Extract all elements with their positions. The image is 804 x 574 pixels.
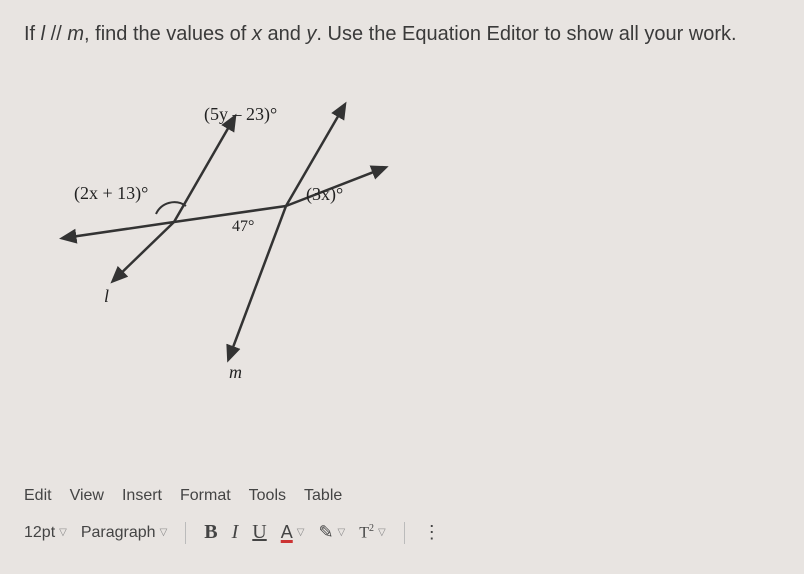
menu-format[interactable]: Format: [180, 487, 231, 505]
menu-edit[interactable]: Edit: [24, 487, 52, 505]
bold-button[interactable]: B: [204, 521, 217, 544]
menu-insert[interactable]: Insert: [122, 487, 162, 505]
chevron-down-icon: ▽: [59, 527, 67, 538]
italic-button[interactable]: I: [232, 521, 239, 544]
question-text: If l // m, find the values of x and y. U…: [24, 20, 780, 48]
q-m: m: [67, 23, 84, 45]
chevron-down-icon: ▽: [160, 527, 168, 538]
equation-editor-toolbar: Edit View Insert Format Tools Table 12pt…: [24, 487, 780, 544]
toolbar-separator: [404, 522, 405, 544]
highlight-button[interactable]: ✎ ▽: [318, 522, 345, 543]
text-color-button[interactable]: A ▽: [281, 522, 305, 543]
editor-toolbar-row: 12pt ▽ Paragraph ▽ B I U A ▽ ✎ ▽ T2 ▽ ⋮: [24, 521, 780, 544]
q-rest: , find the values of: [84, 23, 252, 45]
highlight-icon: ✎: [318, 522, 333, 543]
q-end: . Use the Equation Editor to show all yo…: [316, 23, 736, 45]
label-5y: (5y – 23)°: [204, 104, 277, 125]
underline-button[interactable]: U: [252, 521, 266, 544]
paragraph-label: Paragraph: [81, 524, 156, 542]
superscript-button[interactable]: T2 ▽: [359, 523, 385, 542]
label-2x: (2x + 13)°: [74, 183, 148, 204]
superscript-icon: T2: [359, 523, 374, 542]
editor-menu-row: Edit View Insert Format Tools Table: [24, 487, 780, 505]
toolbar-separator: [185, 522, 186, 544]
label-line-l: l: [104, 286, 109, 307]
menu-view[interactable]: View: [70, 487, 104, 505]
more-options-button[interactable]: ⋮: [423, 522, 439, 543]
chevron-down-icon: ▽: [297, 527, 305, 538]
label-47: 47°: [232, 218, 254, 236]
label-3x: (3x)°: [306, 184, 343, 205]
label-line-m: m: [229, 362, 242, 383]
menu-tools[interactable]: Tools: [249, 487, 286, 505]
chevron-down-icon: ▽: [378, 527, 386, 538]
q-y: y: [306, 23, 316, 45]
font-size-dropdown[interactable]: 12pt ▽: [24, 524, 67, 542]
font-size-label: 12pt: [24, 524, 55, 542]
q-and: and: [262, 23, 306, 45]
text-color-a: A: [281, 522, 293, 543]
q-parallel: //: [45, 23, 67, 45]
chevron-down-icon: ▽: [338, 527, 346, 538]
q-x: x: [252, 23, 262, 45]
menu-table[interactable]: Table: [304, 487, 342, 505]
q-prefix: If: [24, 23, 41, 45]
geometry-diagram: (5y – 23)° (2x + 13)° 47° (3x)° l m: [34, 68, 434, 388]
paragraph-dropdown[interactable]: Paragraph ▽: [81, 524, 167, 542]
